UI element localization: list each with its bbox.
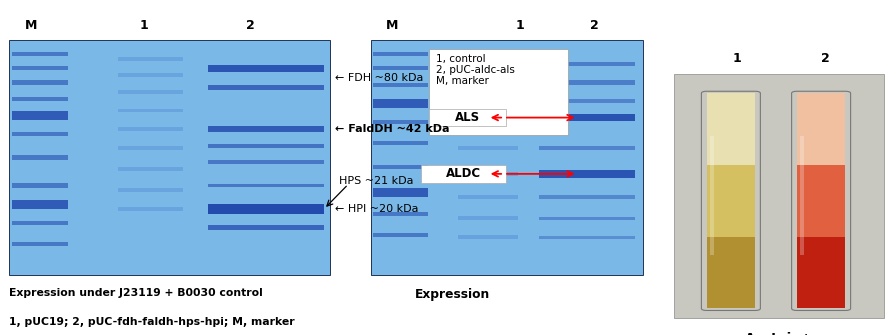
- Bar: [539, 114, 635, 121]
- Bar: [674, 74, 884, 318]
- Bar: [539, 80, 635, 84]
- Bar: [118, 188, 182, 192]
- Bar: [118, 57, 182, 61]
- FancyBboxPatch shape: [429, 109, 505, 126]
- Bar: [539, 99, 635, 103]
- Text: ALDC: ALDC: [446, 168, 480, 180]
- Text: 2: 2: [821, 52, 830, 65]
- Bar: [800, 136, 805, 255]
- Bar: [118, 73, 182, 77]
- Bar: [13, 111, 69, 120]
- Text: Acetoin+: Acetoin+: [746, 332, 813, 335]
- Bar: [458, 99, 518, 103]
- FancyBboxPatch shape: [421, 165, 505, 183]
- Bar: [208, 126, 324, 132]
- Text: 1: 1: [516, 19, 525, 32]
- Bar: [797, 93, 846, 165]
- Bar: [208, 160, 324, 164]
- Bar: [13, 221, 69, 225]
- Bar: [118, 90, 182, 94]
- Text: M: M: [386, 19, 398, 32]
- Bar: [13, 132, 69, 136]
- Text: 1: 1: [139, 19, 148, 32]
- Bar: [118, 207, 182, 211]
- Bar: [373, 233, 428, 237]
- Bar: [539, 195, 635, 199]
- Bar: [373, 188, 428, 197]
- Bar: [797, 165, 846, 237]
- Bar: [13, 155, 69, 159]
- Bar: [539, 236, 635, 239]
- Bar: [539, 216, 635, 220]
- Text: HPS ~21 kDa: HPS ~21 kDa: [339, 176, 413, 186]
- Text: ALS: ALS: [455, 111, 480, 124]
- Bar: [373, 83, 428, 87]
- Bar: [710, 136, 714, 255]
- Bar: [371, 40, 643, 275]
- Bar: [458, 195, 518, 199]
- Bar: [13, 242, 69, 246]
- Bar: [373, 120, 428, 124]
- Bar: [373, 66, 428, 70]
- Bar: [539, 170, 635, 178]
- Bar: [208, 65, 324, 72]
- Text: M: M: [25, 19, 38, 32]
- Bar: [13, 80, 69, 84]
- Text: 2: 2: [589, 19, 598, 32]
- Bar: [373, 212, 428, 216]
- Bar: [373, 165, 428, 169]
- Bar: [13, 184, 69, 188]
- Text: 2, pUC-aldc-als: 2, pUC-aldc-als: [436, 65, 514, 75]
- Bar: [13, 52, 69, 56]
- Text: 2: 2: [246, 19, 255, 32]
- Text: M, marker: M, marker: [436, 76, 488, 86]
- Bar: [797, 237, 846, 309]
- Bar: [458, 235, 518, 239]
- Bar: [13, 200, 69, 209]
- Bar: [118, 127, 182, 131]
- Bar: [458, 62, 518, 66]
- Text: 1: 1: [733, 52, 741, 65]
- Bar: [13, 97, 69, 101]
- Bar: [458, 116, 518, 120]
- Bar: [458, 80, 518, 84]
- Bar: [118, 109, 182, 113]
- Text: 1, control: 1, control: [436, 54, 486, 64]
- Text: ← FDH ~80 kDa: ← FDH ~80 kDa: [335, 73, 423, 83]
- Bar: [13, 66, 69, 70]
- FancyBboxPatch shape: [429, 49, 569, 135]
- Bar: [706, 93, 755, 165]
- Bar: [208, 144, 324, 148]
- Bar: [208, 225, 324, 230]
- Bar: [208, 84, 324, 90]
- Text: 1, pUC19; 2, pUC-fdh-faldh-hps-hpi; M, marker: 1, pUC19; 2, pUC-fdh-faldh-hps-hpi; M, m…: [9, 317, 295, 327]
- Bar: [458, 146, 518, 150]
- Bar: [118, 146, 182, 150]
- Bar: [539, 62, 635, 66]
- Bar: [118, 167, 182, 171]
- Bar: [373, 141, 428, 145]
- Text: Expression under J23119 + B0030 control: Expression under J23119 + B0030 control: [9, 288, 263, 298]
- Text: Expression: Expression: [414, 288, 490, 301]
- Bar: [706, 165, 755, 237]
- Bar: [208, 204, 324, 214]
- Bar: [706, 237, 755, 309]
- Text: ← FaldDH ~42 kDa: ← FaldDH ~42 kDa: [335, 124, 449, 134]
- Bar: [9, 40, 330, 275]
- Bar: [458, 216, 518, 220]
- Bar: [208, 184, 324, 188]
- Bar: [373, 99, 428, 108]
- Bar: [373, 52, 428, 56]
- Text: ← HPI ~20 kDa: ← HPI ~20 kDa: [335, 204, 419, 214]
- Bar: [458, 172, 518, 176]
- Bar: [539, 146, 635, 150]
